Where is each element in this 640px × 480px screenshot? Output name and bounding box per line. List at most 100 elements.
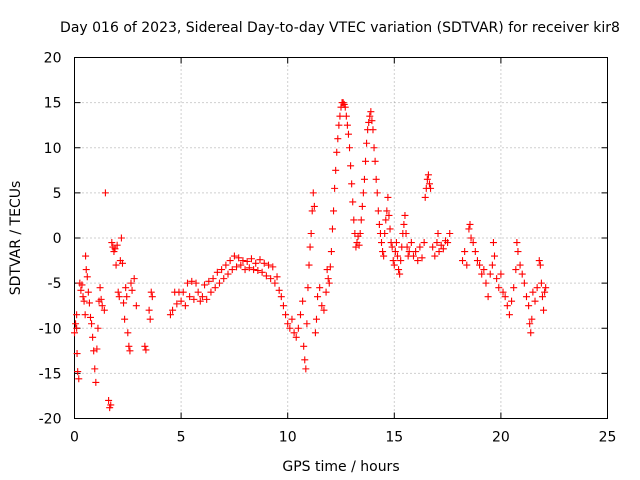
y-tick-label: 5: [53, 186, 62, 202]
data-point: [107, 401, 115, 409]
data-point: [362, 157, 370, 165]
data-point: [233, 263, 241, 271]
data-point: [201, 281, 209, 289]
data-point: [120, 299, 128, 307]
data-point: [92, 378, 100, 386]
data-point: [269, 263, 277, 271]
data-point: [141, 342, 149, 350]
data-point: [347, 162, 355, 170]
data-point: [91, 365, 99, 373]
data-point: [307, 229, 315, 237]
data-point: [371, 157, 379, 165]
data-point: [117, 234, 125, 242]
data-point: [115, 293, 123, 301]
data-point: [402, 229, 410, 237]
data-point: [305, 261, 313, 269]
data-point: [88, 320, 96, 328]
data-point: [388, 243, 396, 251]
y-tick-label: 10: [44, 141, 62, 157]
data-point: [425, 180, 433, 188]
data-point: [424, 171, 432, 179]
data-point: [540, 306, 548, 314]
y-axis-label: SDTVAR / TECUs: [8, 181, 24, 296]
y-tick-label: 0: [53, 231, 62, 247]
data-point: [331, 184, 339, 192]
data-point: [125, 342, 133, 350]
data-point: [97, 295, 105, 303]
data-point: [437, 241, 445, 249]
data-point: [188, 277, 196, 285]
data-point: [375, 220, 383, 228]
data-point: [514, 248, 522, 256]
data-point: [363, 139, 371, 147]
data-point: [434, 229, 442, 237]
y-tick-label: 20: [44, 51, 62, 67]
data-point: [374, 207, 382, 215]
data-point: [267, 275, 275, 283]
data-point: [118, 259, 126, 267]
data-point: [222, 261, 230, 269]
data-point: [334, 135, 342, 143]
data-point: [389, 257, 397, 265]
data-point: [243, 257, 251, 265]
data-point: [303, 320, 311, 328]
data-point: [275, 286, 283, 294]
data-point: [513, 239, 521, 247]
data-point: [395, 266, 403, 274]
data-point: [459, 257, 467, 265]
data-point: [330, 207, 338, 215]
data-point: [366, 112, 374, 120]
data-point: [196, 297, 204, 305]
data-point: [85, 299, 93, 307]
data-point: [427, 184, 435, 192]
data-point: [265, 261, 273, 269]
data-point: [508, 297, 516, 305]
data-point: [258, 268, 266, 276]
data-point: [482, 279, 490, 287]
data-point: [101, 189, 109, 197]
data-point: [379, 248, 387, 256]
y-tick-label: -5: [48, 276, 62, 292]
data-point: [520, 279, 528, 287]
data-point: [254, 266, 262, 274]
data-point: [471, 248, 479, 256]
data-point: [435, 248, 443, 256]
data-point: [207, 288, 215, 296]
data-point: [324, 275, 332, 283]
data-point: [209, 275, 217, 283]
data-point: [318, 302, 326, 310]
data-point: [369, 126, 377, 134]
data-point: [194, 288, 202, 296]
data-point: [81, 311, 89, 319]
y-tick-label: -15: [39, 366, 62, 382]
data-point: [205, 277, 213, 285]
data-point: [86, 313, 94, 321]
data-point: [497, 270, 505, 278]
data-point: [522, 293, 530, 301]
chart-title: Day 016 of 2023, Sidereal Day-to-day VTE…: [60, 20, 620, 36]
data-point: [112, 261, 120, 269]
data-point: [123, 293, 131, 301]
data-point: [142, 346, 150, 354]
data-point: [224, 270, 232, 278]
y-tick-label: -20: [39, 412, 62, 428]
data-point: [421, 193, 429, 201]
data-point: [372, 175, 380, 183]
data-point: [493, 275, 501, 283]
data-point: [367, 108, 375, 116]
data-point: [105, 396, 113, 404]
data-point: [124, 329, 132, 337]
data-point: [74, 368, 82, 376]
data-point: [503, 302, 511, 310]
data-point: [357, 216, 365, 224]
data-point: [294, 324, 302, 332]
data-point: [384, 193, 392, 201]
data-point: [183, 279, 191, 287]
data-point: [473, 257, 481, 265]
data-point: [273, 273, 281, 281]
data-point: [122, 284, 130, 292]
data-point: [418, 254, 426, 262]
data-point: [90, 347, 98, 355]
data-point: [491, 252, 499, 260]
